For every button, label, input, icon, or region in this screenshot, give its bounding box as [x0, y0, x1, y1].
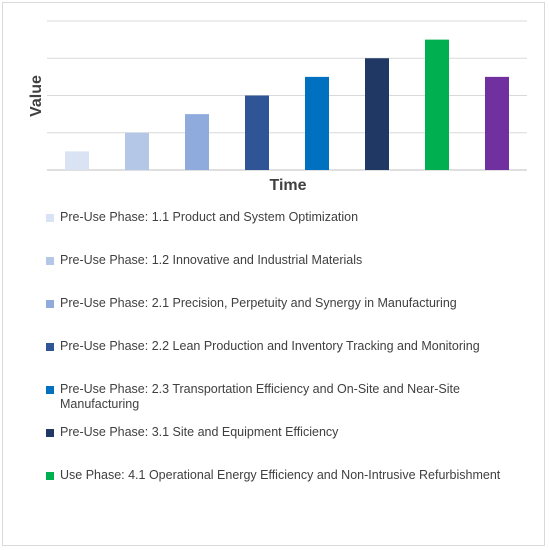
- legend-swatch: [46, 343, 54, 351]
- legend-swatch: [46, 214, 54, 222]
- legend-label: Pre-Use Phase: 2.3 Transportation Effici…: [60, 382, 460, 411]
- bar: [305, 76, 329, 170]
- x-axis-label: Time: [269, 177, 306, 194]
- legend-item: Pre-Use Phase: 1.1 Product and System Op…: [46, 210, 540, 225]
- legend-swatch: [46, 386, 54, 394]
- legend-label: Pre-Use Phase: 3.1 Site and Equipment Ef…: [60, 425, 339, 439]
- bar: [425, 39, 449, 170]
- bar: [365, 58, 389, 170]
- legend-swatch: [46, 300, 54, 308]
- legend-label: Pre-Use Phase: 2.1 Precision, Perpetuity…: [60, 296, 457, 310]
- legend-label: Pre-Use Phase: 1.2 Innovative and Indust…: [60, 253, 363, 267]
- legend-swatch: [46, 472, 54, 480]
- legend-label: Use Phase: 4.1 Operational Energy Effici…: [60, 468, 501, 482]
- legend-label: Pre-Use Phase: 2.2 Lean Production and I…: [60, 339, 480, 353]
- legend-swatch: [46, 257, 54, 265]
- bar: [185, 114, 209, 170]
- legend-item: Pre-Use Phase: 2.1 Precision, Perpetuity…: [46, 296, 540, 311]
- bar: [65, 151, 89, 170]
- legend-item: Pre-Use Phase: 3.1 Site and Equipment Ef…: [46, 425, 540, 440]
- legend-item: Pre-Use Phase: 2.2 Lean Production and I…: [46, 339, 540, 354]
- bar: [125, 132, 149, 170]
- chart-frame: [2, 2, 545, 546]
- gridlines: [47, 20, 527, 171]
- y-axis-label: Value: [28, 75, 45, 117]
- legend-swatch: [46, 429, 54, 437]
- bar: [485, 76, 509, 170]
- bar: [245, 95, 269, 170]
- legend-item: Pre-Use Phase: 2.3 Transportation Effici…: [46, 382, 540, 412]
- legend-item: Use Phase: 4.1 Operational Energy Effici…: [46, 468, 540, 483]
- legend-item: Pre-Use Phase: 1.2 Innovative and Indust…: [46, 253, 540, 268]
- bars: [65, 39, 509, 170]
- legend-label: Pre-Use Phase: 1.1 Product and System Op…: [60, 210, 359, 224]
